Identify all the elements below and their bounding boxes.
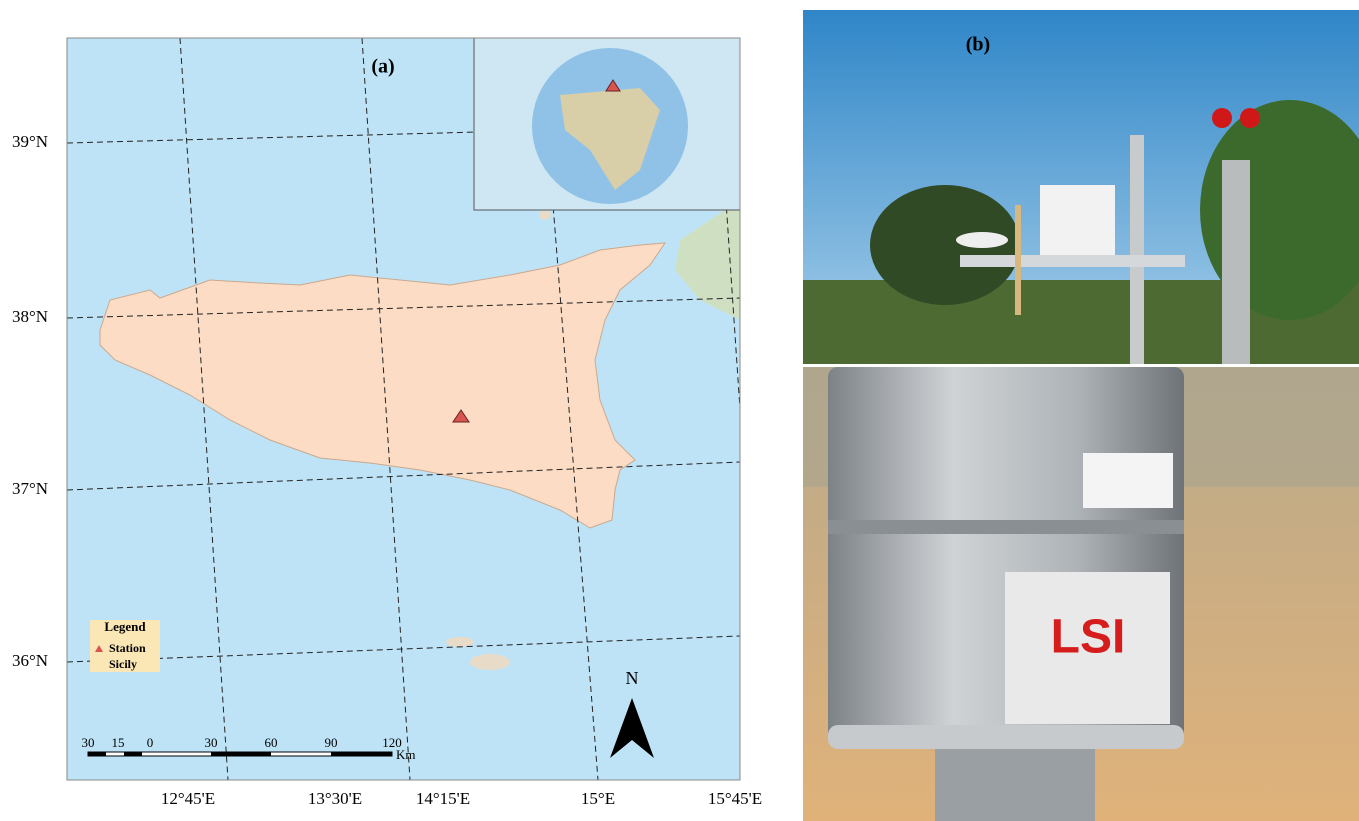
panel-label: (b) [966,34,990,56]
island [446,637,474,647]
photo-station: (b) [803,10,1359,364]
longitude-labels: 12°45'E 13°30'E 14°15'E 15°E 15°45'E [161,789,762,808]
scale-bar-segment [124,752,142,756]
legend-title: Legend [104,619,146,634]
scale-label: 30 [205,735,218,750]
lon-label: 15°E [581,789,615,808]
scale-unit: Km [396,747,416,762]
island [539,210,551,220]
brand-logo: LSI [1051,611,1126,664]
lat-label: 37°N [12,479,48,498]
scale-label: 90 [325,735,338,750]
figure: Legend Station Sicily (a) 30 15 0 30 60 … [0,0,1359,821]
scale-label: 15 [112,735,125,750]
lon-label: 15°45'E [708,789,762,808]
scale-label: 60 [265,735,278,750]
panel-label: (a) [371,56,394,78]
lon-label: 12°45'E [161,789,215,808]
legend-item: Station [109,641,146,655]
north-label: N [626,668,639,688]
lat-label: 39°N [12,132,48,151]
lon-label: 13°30'E [308,789,362,808]
scale-label: 30 [82,735,95,750]
lat-label: 38°N [12,307,48,326]
photo-sensor: LSI [803,367,1359,821]
scale-label: 0 [147,735,154,750]
latitude-labels: 39°N 38°N 37°N 36°N [12,132,48,670]
lat-label: 36°N [12,651,48,670]
map: Legend Station Sicily (a) 30 15 0 30 60 … [67,38,765,780]
scale-bar-segment [211,752,271,756]
island [470,654,510,670]
figure-canvas: Legend Station Sicily (a) 30 15 0 30 60 … [0,0,1359,821]
legend-item: Sicily [109,657,137,671]
lon-label: 14°15'E [416,789,470,808]
scale-bar-segment [88,752,106,756]
scale-bar-segment [331,752,392,756]
